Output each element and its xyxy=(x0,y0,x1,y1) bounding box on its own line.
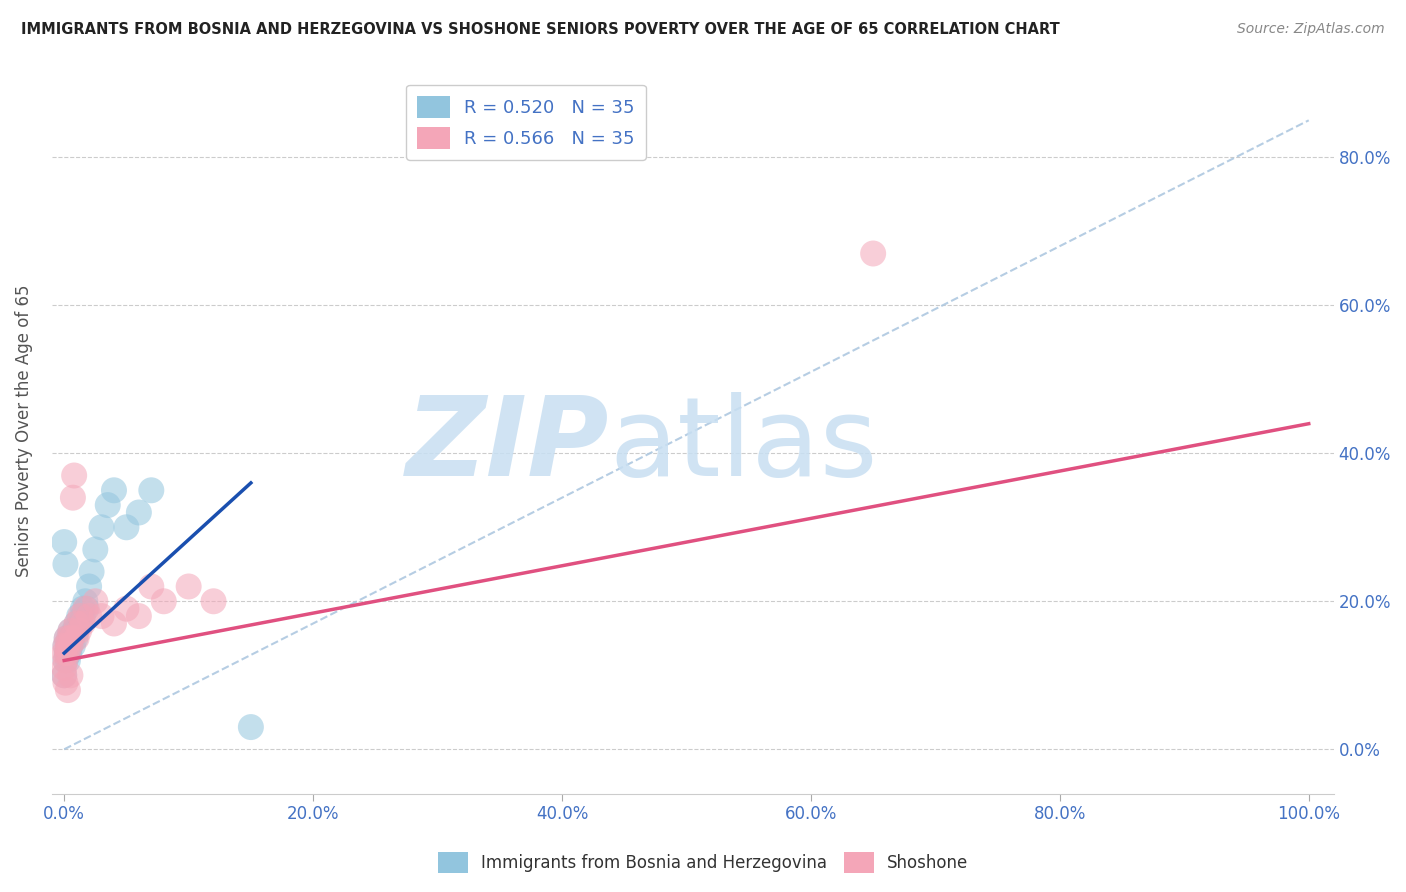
Point xyxy=(55,632,77,646)
Point xyxy=(55,632,77,646)
Point xyxy=(56,653,79,667)
Point xyxy=(67,624,90,638)
Point xyxy=(55,653,77,667)
Point xyxy=(56,639,79,653)
Point xyxy=(72,616,94,631)
Point xyxy=(66,616,89,631)
Point xyxy=(76,601,98,615)
Point xyxy=(53,668,76,682)
Point xyxy=(152,594,174,608)
Point xyxy=(55,646,77,660)
Point xyxy=(69,609,91,624)
Point xyxy=(53,535,76,549)
Point xyxy=(177,579,200,593)
Point xyxy=(67,609,90,624)
Point xyxy=(59,624,82,638)
Point xyxy=(58,646,80,660)
Point xyxy=(862,246,884,260)
Text: atlas: atlas xyxy=(609,392,877,500)
Point xyxy=(56,646,79,660)
Point xyxy=(56,683,79,698)
Point xyxy=(55,675,77,690)
Point xyxy=(55,639,77,653)
Point xyxy=(77,609,100,624)
Point xyxy=(55,653,77,667)
Y-axis label: Seniors Poverty Over the Age of 65: Seniors Poverty Over the Age of 65 xyxy=(15,285,32,577)
Point xyxy=(75,601,97,615)
Point xyxy=(59,639,82,653)
Point xyxy=(59,639,82,653)
Text: IMMIGRANTS FROM BOSNIA AND HERZEGOVINA VS SHOSHONE SENIORS POVERTY OVER THE AGE : IMMIGRANTS FROM BOSNIA AND HERZEGOVINA V… xyxy=(21,22,1060,37)
Point xyxy=(53,668,76,682)
Point xyxy=(128,506,150,520)
Point xyxy=(66,616,89,631)
Point xyxy=(55,639,77,653)
Point xyxy=(80,565,103,579)
Point xyxy=(97,498,120,512)
Point xyxy=(103,483,125,498)
Point xyxy=(53,646,76,660)
Point xyxy=(62,491,84,505)
Point xyxy=(84,594,107,608)
Point xyxy=(103,616,125,631)
Point xyxy=(60,632,83,646)
Point xyxy=(77,579,100,593)
Text: ZIP: ZIP xyxy=(406,392,609,500)
Point xyxy=(90,609,112,624)
Point xyxy=(59,668,82,682)
Point xyxy=(72,609,94,624)
Point xyxy=(202,594,225,608)
Point xyxy=(141,483,163,498)
Point xyxy=(141,579,163,593)
Point xyxy=(84,542,107,557)
Point xyxy=(59,624,82,638)
Point xyxy=(56,639,79,653)
Point xyxy=(66,632,89,646)
Point xyxy=(66,624,89,638)
Point xyxy=(53,661,76,675)
Point xyxy=(90,520,112,534)
Legend: R = 0.520   N = 35, R = 0.566   N = 35: R = 0.520 N = 35, R = 0.566 N = 35 xyxy=(406,85,645,160)
Point xyxy=(128,609,150,624)
Point xyxy=(115,601,138,615)
Point xyxy=(69,616,91,631)
Point xyxy=(60,632,83,646)
Point xyxy=(55,558,77,572)
Text: Source: ZipAtlas.com: Source: ZipAtlas.com xyxy=(1237,22,1385,37)
Point xyxy=(62,639,84,653)
Point xyxy=(63,468,86,483)
Point xyxy=(72,601,94,615)
Legend: Immigrants from Bosnia and Herzegovina, Shoshone: Immigrants from Bosnia and Herzegovina, … xyxy=(432,846,974,880)
Point xyxy=(239,720,262,734)
Point xyxy=(58,632,80,646)
Point xyxy=(58,632,80,646)
Point xyxy=(65,632,87,646)
Point xyxy=(75,594,97,608)
Point xyxy=(55,646,77,660)
Point xyxy=(115,520,138,534)
Point xyxy=(63,624,86,638)
